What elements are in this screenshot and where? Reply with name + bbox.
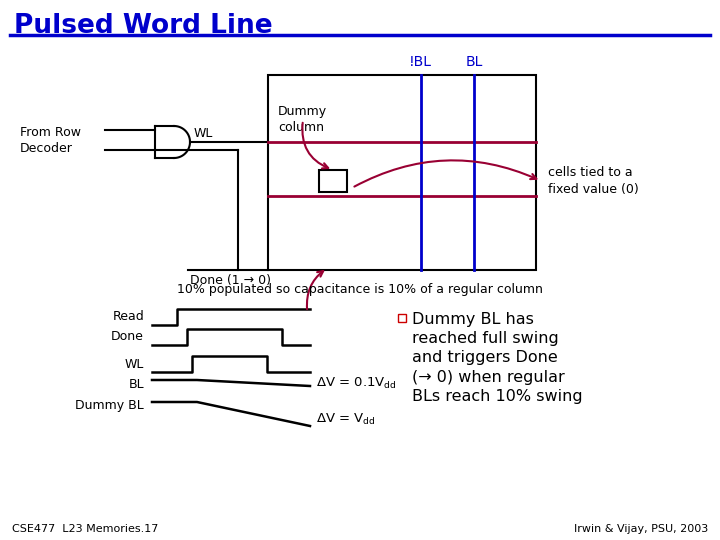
- Text: Dummy
column: Dummy column: [278, 105, 327, 134]
- Text: $\Delta$V = V$_\mathrm{dd}$: $\Delta$V = V$_\mathrm{dd}$: [316, 411, 376, 427]
- Text: WL: WL: [194, 127, 213, 140]
- Text: BL: BL: [466, 55, 483, 69]
- Bar: [398, 314, 406, 322]
- Bar: [398, 314, 406, 322]
- Text: Dummy BL has
reached full swing
and triggers Done
(→ 0) when regular
BLs reach 1: Dummy BL has reached full swing and trig…: [412, 312, 582, 404]
- Text: Done (1 → 0): Done (1 → 0): [190, 274, 271, 287]
- Text: Pulsed Word Line: Pulsed Word Line: [14, 13, 273, 39]
- Text: cells tied to a
fixed value (0): cells tied to a fixed value (0): [548, 166, 639, 196]
- Text: !BL: !BL: [409, 55, 432, 69]
- Text: 10% populated so capacitance is 10% of a regular column: 10% populated so capacitance is 10% of a…: [177, 283, 543, 296]
- Text: Read: Read: [112, 310, 144, 323]
- Bar: [319, 170, 347, 192]
- Text: Done: Done: [111, 330, 144, 343]
- Text: CSE477  L23 Memories.17: CSE477 L23 Memories.17: [12, 524, 158, 534]
- Text: BL: BL: [128, 377, 144, 390]
- Text: From Row
Decoder: From Row Decoder: [20, 125, 81, 154]
- Text: $\Delta$V = 0.1V$_\mathrm{dd}$: $\Delta$V = 0.1V$_\mathrm{dd}$: [316, 375, 397, 390]
- Bar: [268, 75, 536, 270]
- Text: WL: WL: [125, 357, 144, 370]
- Text: Dummy BL: Dummy BL: [76, 400, 144, 413]
- Text: Irwin & Vijay, PSU, 2003: Irwin & Vijay, PSU, 2003: [574, 524, 708, 534]
